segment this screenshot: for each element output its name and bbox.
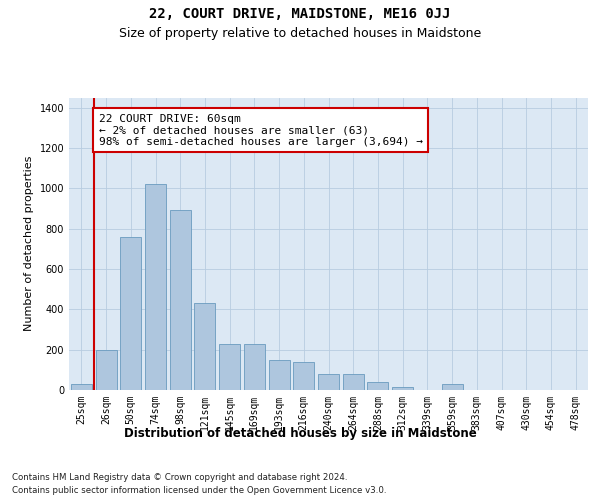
Bar: [194, 304, 215, 390]
Text: Distribution of detached houses by size in Maidstone: Distribution of detached houses by size …: [124, 428, 476, 440]
Text: 22 COURT DRIVE: 60sqm
← 2% of detached houses are smaller (63)
98% of semi-detac: 22 COURT DRIVE: 60sqm ← 2% of detached h…: [98, 114, 422, 147]
Bar: [269, 360, 290, 390]
Bar: [145, 184, 166, 390]
Text: Contains public sector information licensed under the Open Government Licence v3: Contains public sector information licen…: [12, 486, 386, 495]
Bar: [293, 362, 314, 390]
Text: Contains HM Land Registry data © Crown copyright and database right 2024.: Contains HM Land Registry data © Crown c…: [12, 472, 347, 482]
Bar: [367, 382, 388, 390]
Bar: [318, 374, 339, 390]
Text: Size of property relative to detached houses in Maidstone: Size of property relative to detached ho…: [119, 28, 481, 40]
Text: 22, COURT DRIVE, MAIDSTONE, ME16 0JJ: 22, COURT DRIVE, MAIDSTONE, ME16 0JJ: [149, 8, 451, 22]
Bar: [343, 374, 364, 390]
Bar: [392, 387, 413, 390]
Bar: [71, 384, 92, 390]
Bar: [219, 344, 240, 390]
Bar: [95, 350, 116, 390]
Bar: [442, 384, 463, 390]
Bar: [120, 236, 141, 390]
Bar: [244, 344, 265, 390]
Y-axis label: Number of detached properties: Number of detached properties: [24, 156, 34, 332]
Bar: [170, 210, 191, 390]
